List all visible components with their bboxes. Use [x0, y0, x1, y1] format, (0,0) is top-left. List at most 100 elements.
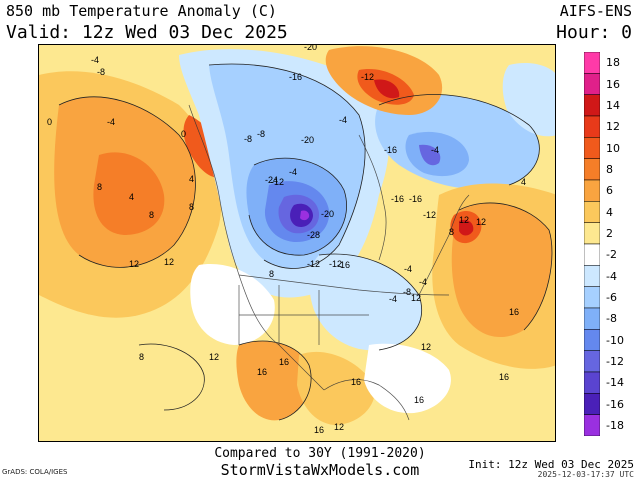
contour-label: 16 [314, 425, 324, 435]
contour-label: 12 [421, 342, 431, 352]
contour-label: 12 [209, 352, 219, 362]
contour-label: -12 [329, 259, 342, 269]
colorbar-label: -16 [606, 397, 624, 411]
contour-label: -4 [339, 115, 347, 125]
map-title: 850 mb Temperature Anomaly (C) [6, 2, 277, 20]
contour-label: 8 [189, 202, 194, 212]
colorbar-cell [584, 137, 600, 159]
contour-label: 16 [351, 377, 361, 387]
contour-label: 0 [181, 129, 186, 139]
colorbar-label: 6 [606, 184, 613, 198]
colorbar-label: 12 [606, 120, 620, 134]
colorbar-label: 16 [606, 77, 620, 91]
contour-label: 16 [499, 372, 509, 382]
contour-label: 16 [257, 367, 267, 377]
valid-time: Valid: 12z Wed 03 Dec 2025 [6, 22, 288, 43]
contour-label: -12 [271, 177, 284, 187]
forecast-hour: Hour: 0 [556, 22, 632, 43]
contour-label: 0 [47, 117, 52, 127]
contour-label: 12 [334, 422, 344, 432]
contour-label: -4 [404, 264, 412, 274]
colorbar-cell [584, 286, 600, 309]
contour-label: -16 [391, 194, 404, 204]
contour-label: -12 [361, 72, 374, 82]
grads-credit: GrADS: COLA/IGES [2, 468, 68, 476]
colorbar-cell [584, 52, 600, 74]
contour-label: -20 [321, 209, 334, 219]
contour-label: -8 [97, 67, 105, 77]
contour-label: 8 [149, 210, 154, 220]
contour-label: 8 [97, 182, 102, 192]
contour-label: -8 [244, 134, 252, 144]
contour-label: 8 [269, 269, 274, 279]
contour-label: 4 [189, 174, 194, 184]
colorbar [584, 52, 600, 436]
contour-label: 12 [476, 217, 486, 227]
contour-label: -4 [107, 117, 115, 127]
colorbar-cell [584, 243, 600, 266]
colorbar-label: -10 [606, 333, 624, 347]
colorbar-cell [584, 350, 600, 373]
contour-label: -4 [419, 277, 427, 287]
contour-label: -20 [301, 135, 314, 145]
colorbar-label: -4 [606, 269, 617, 283]
contour-label: -4 [389, 294, 397, 304]
contour-label: -12 [423, 210, 436, 220]
colorbar-label: 10 [606, 141, 620, 155]
render-timestamp: 2025-12-03-17:37 UTC [537, 470, 634, 479]
colorbar-label: -12 [606, 354, 624, 368]
contour-label: 12 [164, 257, 174, 267]
anomaly-map-svg: 0-4-8-484-20-16-20-120-8-24-12-4-8-48841… [39, 45, 555, 441]
contour-label: -16 [337, 260, 350, 270]
colorbar-label: -14 [606, 376, 624, 390]
contour-label: -16 [409, 194, 422, 204]
contour-label: 12 [411, 293, 421, 303]
contour-label: -16 [384, 145, 397, 155]
contour-label: -16 [289, 72, 302, 82]
colorbar-cell [584, 201, 600, 223]
colorbar-label: -6 [606, 290, 617, 304]
contour-label: -8 [257, 129, 265, 139]
colorbar-label: 2 [606, 226, 613, 240]
colorbar-label: 8 [606, 162, 613, 176]
colorbar-cell [584, 414, 600, 436]
contour-label: -12 [307, 259, 320, 269]
colorbar-cell [584, 222, 600, 245]
contour-label: -20 [304, 45, 317, 52]
model-name: AIFS-ENS [559, 2, 632, 20]
colorbar-cell [584, 179, 600, 202]
colorbar-cell [584, 371, 600, 394]
contour-label: -4 [431, 145, 439, 155]
contour-label: 8 [139, 352, 144, 362]
contour-label: 8 [449, 227, 454, 237]
climatology-note: Compared to 30Y (1991-2020) [214, 446, 426, 461]
contour-label: -8 [403, 287, 411, 297]
colorbar-label: -8 [606, 312, 617, 326]
contour-label: 16 [279, 357, 289, 367]
colorbar-cell [584, 94, 600, 117]
contour-label: -4 [289, 167, 297, 177]
colorbar-cell [584, 158, 600, 181]
contour-label: 4 [521, 177, 526, 187]
contour-label: -24 [265, 175, 278, 185]
colorbar-cell [584, 329, 600, 351]
contour-label: -28 [307, 230, 320, 240]
contour-label: 12 [459, 215, 469, 225]
colorbar-cell [584, 73, 600, 95]
contour-label: 16 [509, 307, 519, 317]
colorbar-cell [584, 115, 600, 138]
colorbar-cell [584, 393, 600, 415]
colorbar-label: -18 [606, 418, 624, 432]
contour-label: 16 [414, 395, 424, 405]
contour-label: -4 [91, 55, 99, 65]
colorbar-label: 14 [606, 98, 620, 112]
anomaly-map: 0-4-8-484-20-16-20-120-8-24-12-4-8-48841… [38, 44, 556, 442]
colorbar-label: 4 [606, 205, 613, 219]
colorbar-label: -2 [606, 248, 617, 262]
colorbar-cell [584, 265, 600, 287]
init-time: Init: 12z Wed 03 Dec 2025 [468, 458, 634, 471]
contour-label: 4 [129, 192, 134, 202]
colorbar-label: 18 [606, 56, 620, 70]
contour-label: 12 [129, 259, 139, 269]
colorbar-cell [584, 307, 600, 330]
